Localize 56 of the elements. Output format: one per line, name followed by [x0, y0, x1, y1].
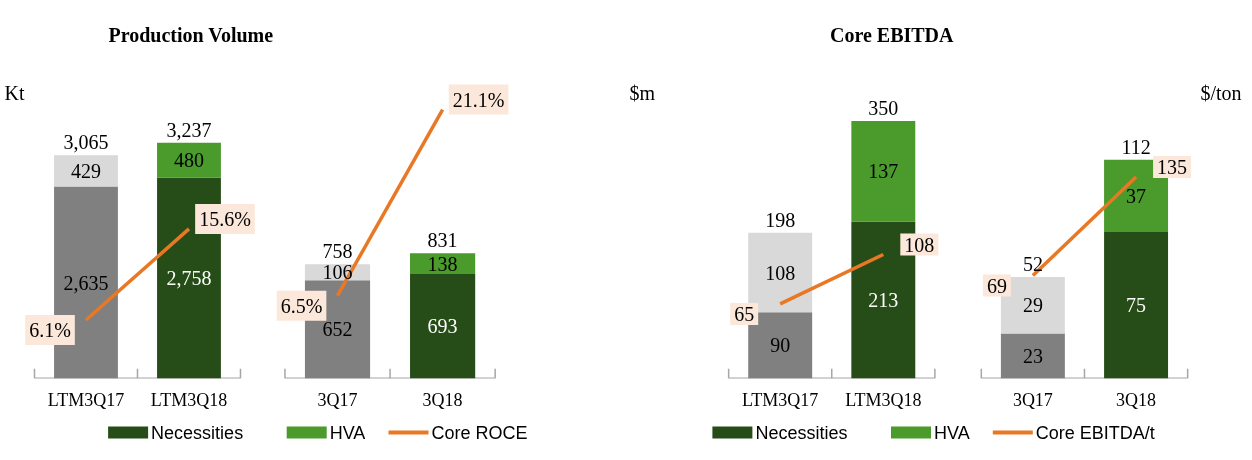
- legend-label: Necessities: [755, 422, 848, 443]
- x-tick-label: LTM3Q17: [742, 389, 819, 410]
- data-label: 90: [770, 334, 791, 357]
- bar: [157, 142, 221, 178]
- data-label: 6.5%: [280, 294, 323, 317]
- legend-label: HVA: [329, 422, 366, 443]
- data-label: 108: [904, 233, 935, 256]
- data-label: 137: [868, 160, 899, 183]
- total-label: 198: [765, 208, 796, 231]
- bar: [410, 274, 476, 379]
- total-label: 758: [322, 240, 353, 263]
- y2-axis-title: $/ton: [1200, 82, 1242, 105]
- x-tick-label: LTM3Q18: [150, 389, 228, 410]
- bar: [54, 155, 118, 187]
- bar: [1000, 333, 1065, 379]
- data-label: 213: [868, 289, 899, 312]
- chart-title: Core EBITDA: [829, 23, 955, 46]
- x-tick-label: 3Q18: [1116, 389, 1157, 410]
- data-label: 29: [1022, 294, 1043, 317]
- total-label: 112: [1121, 135, 1151, 158]
- chart-title: Production Volume: [108, 23, 274, 46]
- data-label: 15.6%: [199, 207, 251, 230]
- data-label: 429: [70, 159, 101, 182]
- total-label: 831: [427, 229, 458, 252]
- x-tick-label: 3Q18: [422, 389, 463, 410]
- y-axis-title: Kt: [4, 82, 25, 105]
- data-label: 6.1%: [29, 319, 71, 342]
- legend-label: Core EBITDA/t: [1035, 422, 1155, 443]
- total-label: 52: [1022, 252, 1043, 275]
- data-label: 2,758: [166, 267, 212, 290]
- data-label: 108: [765, 261, 796, 284]
- data-label: 480: [173, 149, 204, 172]
- x-tick-label: LTM3Q18: [845, 389, 922, 410]
- bar: [1104, 232, 1169, 379]
- legend-label: Necessities: [151, 422, 244, 443]
- data-label: 652: [322, 318, 353, 341]
- total-label: 3,237: [166, 118, 212, 141]
- total-label: 350: [868, 97, 899, 120]
- data-label: 69: [986, 274, 1007, 297]
- data-label: 138: [427, 252, 458, 275]
- data-label: 37: [1126, 184, 1147, 207]
- y-axis-title: $m: [629, 82, 656, 105]
- data-label: 75: [1126, 294, 1147, 317]
- data-label: 135: [1157, 156, 1188, 179]
- x-tick-label: LTM3Q17: [47, 389, 125, 410]
- data-label: 2,635: [63, 271, 109, 294]
- total-label: 3,065: [63, 131, 109, 154]
- x-tick-label: 3Q17: [1012, 389, 1053, 410]
- data-label: 21.1%: [452, 88, 505, 111]
- x-tick-label: 3Q17: [317, 389, 358, 410]
- legend-label: HVA: [934, 422, 970, 443]
- bar: [851, 121, 916, 222]
- data-label: 693: [427, 315, 458, 338]
- data-label: 23: [1022, 345, 1043, 368]
- legend-label: Core ROCE: [431, 422, 528, 443]
- data-label: 65: [734, 302, 755, 325]
